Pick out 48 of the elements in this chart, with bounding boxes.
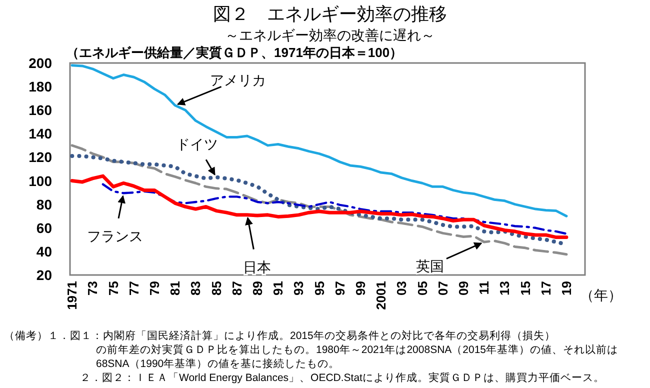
text: の前年差の対実質ＧＤＰ比を算出したもの。1980年～2021年は2008SNA（2015年基準）の値、それ以前は [96,343,618,356]
chart-title: 図２ エネルギー効率の推移 [213,4,447,25]
x-tick-label: 91 [270,281,286,296]
x-tick-label: 75 [106,281,121,296]
x-tick-label: 15 [518,281,533,296]
y-tick-label: 80 [36,196,52,212]
x-tick-label: 79 [146,281,162,296]
x-tick-label: 2001 [374,281,389,310]
x-tick-label: 85 [208,281,224,296]
annotation: フランス [87,228,143,244]
x-tick-label: 81 [168,281,183,296]
x-tick-label: 87 [229,281,244,296]
text: ２．図２：ＩＥＡ「World Energy Balances」、OECD.Statにより作成。実質ＧＤＰは、購買力平価ベース。 [80,371,604,384]
x-tick-label: 97 [332,281,348,296]
y-tick-label: 100 [28,172,52,189]
x-tick-label: 83 [188,281,204,296]
x-tick-label: 77 [126,281,142,296]
annotation: ドイツ [176,136,218,152]
y-tick-label: 160 [28,102,52,118]
annotation: 英国 [416,258,444,274]
annotation: 日本 [243,259,271,275]
x-tick-label: 99 [352,281,368,296]
annotation: アメリカ [210,72,266,88]
y-tick-label: 120 [28,149,52,166]
x-tick-label: 17 [538,281,554,296]
y-tick-label: 200 [28,55,52,71]
x-tick-label: 93 [291,281,306,296]
x-tick-label: 05 [414,281,430,296]
chart-subtitle: ～エネルギー効率の改善に遅れ～ [225,27,435,44]
x-tick-label: 13 [497,281,512,296]
y-tick-label: 140 [28,126,52,142]
y-tick-label: 40 [36,243,52,260]
x-tick-label: 73 [85,281,100,296]
x-tick-label: 1971 [64,281,80,310]
y-tick-label: 20 [36,267,52,283]
y-tick-label: 60 [36,220,52,236]
y-tick-label: 180 [28,78,52,95]
x-tick-label: 89 [250,281,265,296]
text: 68SNA（1990年基準）の値を基に接続したもの。 [96,357,340,370]
y-axis-title: （エネルギー供給量／実質ＧＤＰ、1971年の日本＝100） [66,45,403,60]
text: （備考）１．図１：内閣府「国民経済計算」により作成。2015年の交易条件との対比で各年の交易利得（損失） [4,329,556,342]
x-tick-label: 11 [476,281,492,295]
x-tick-label: 19 [558,281,574,296]
x-tick-label: 07 [435,281,450,296]
x-tick-label: 09 [456,281,471,296]
x-axis-title: （年） [580,287,622,303]
x-tick-label: 95 [312,281,327,296]
x-tick-label: 03 [394,281,410,296]
